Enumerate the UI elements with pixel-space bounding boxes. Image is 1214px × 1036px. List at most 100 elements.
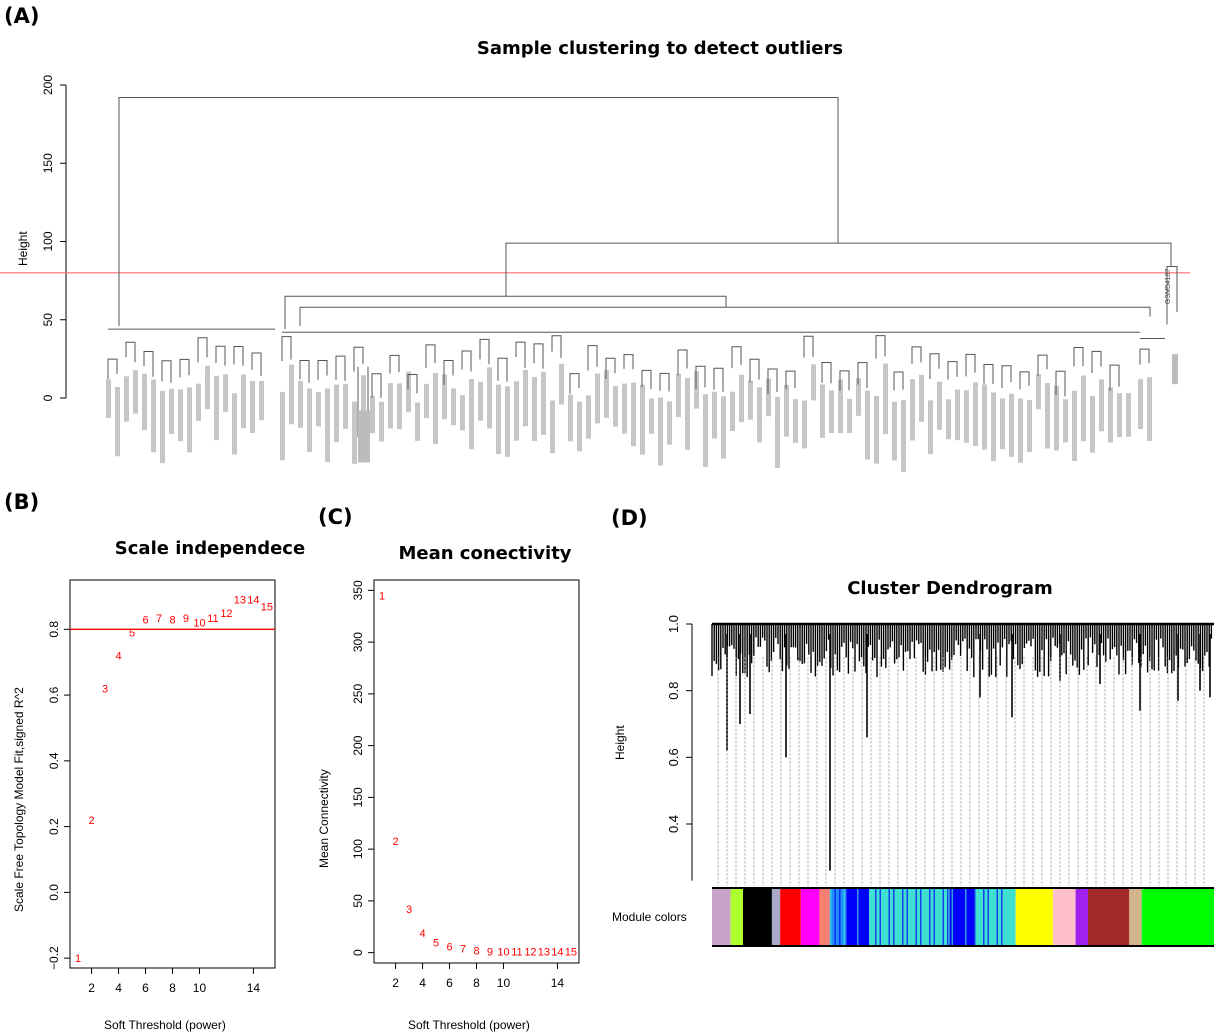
a-leaf-merge: [659, 372, 670, 392]
a-sample-label: [1027, 399, 1032, 452]
a-outlier-sample: GSM54187: [1165, 269, 1172, 305]
c-y-tick-label: 100: [351, 839, 365, 859]
a-sample-label: [397, 383, 402, 430]
c-point-label: 15: [565, 947, 577, 959]
a-leaf-merge: [749, 358, 760, 383]
panel-b-letter: (B): [4, 490, 40, 514]
b-point-label: 2: [89, 815, 95, 827]
d-module-stripe: [951, 888, 953, 946]
a-sample-label: [937, 381, 942, 430]
a-sample-label: [532, 377, 537, 442]
d-module-stripe: [974, 888, 976, 946]
c-point-label: 10: [497, 947, 509, 959]
b-point-label: 3: [102, 684, 108, 696]
a-sample-label: [658, 397, 663, 466]
a-sample-label: [604, 370, 609, 418]
a-sample-label: [1063, 399, 1068, 443]
b-x-tick-label: 8: [169, 981, 176, 995]
panel-c-letter: (C): [318, 505, 353, 529]
d-module-stripe: [983, 888, 985, 946]
a-leaf-merge: [197, 337, 208, 363]
d-module-stripe: [888, 888, 890, 946]
a-sample-label: [955, 389, 960, 441]
a-sample-label: [298, 380, 303, 428]
a-sample-label: [196, 383, 201, 421]
d-module-color-block: [730, 888, 743, 946]
c-point-label: 1: [379, 591, 385, 603]
a-leaf-merge: [641, 369, 652, 390]
d-module-stripe: [893, 888, 895, 946]
a-sample-label: [124, 376, 129, 422]
d-module-stripe: [897, 888, 899, 946]
a-sample-label: [514, 381, 519, 441]
a-sample-label: [847, 398, 852, 434]
a-sample-label: [766, 378, 771, 417]
a-sample-label: [667, 401, 672, 445]
b-y-tick-label: 0.2: [47, 818, 61, 835]
a-sample-label: [1126, 393, 1131, 437]
a-sample-label: [250, 380, 255, 433]
a-sample-label: [910, 379, 915, 441]
a-leaf-merge: [425, 344, 436, 368]
d-module-color-block: [771, 888, 781, 946]
d-module-stripe: [956, 888, 958, 946]
a-sample-label: [352, 401, 357, 464]
a-sample-label: [478, 381, 483, 421]
a-sample-label: [1000, 398, 1005, 450]
a-sample-label: [739, 374, 744, 423]
a-sample-label: [370, 395, 375, 434]
a-sample-label: [838, 379, 843, 434]
a-sample-label: [964, 390, 969, 443]
a-leaf-merge: [875, 335, 886, 359]
panel-a-title: Sample clustering to detect outliers: [476, 38, 844, 59]
c-point-label: 8: [473, 946, 479, 958]
b-point-label: 5: [129, 628, 135, 640]
b-point-label: 10: [193, 618, 205, 630]
a-leaf-merge: [299, 360, 310, 383]
c-y-tick-label: 150: [351, 787, 365, 807]
d-module-color-block: [869, 888, 950, 946]
a-leaf-merge: [893, 371, 904, 391]
a-sample-label: [259, 380, 264, 421]
a-sample-label: [451, 388, 456, 426]
d-module-stripe: [857, 888, 859, 946]
d-module-stripe: [879, 888, 881, 946]
a-sample-label: [622, 383, 627, 434]
a-sample-label: [748, 380, 753, 420]
a-sample-label: [106, 379, 111, 418]
a-sample-label: [946, 399, 951, 440]
b-y-tick-label: 0.6: [47, 686, 61, 703]
a-leaf-merge: [983, 364, 994, 385]
a-sample-label: [793, 399, 798, 443]
a-sample-label: [388, 383, 393, 429]
c-x-tick-label: 14: [551, 976, 565, 990]
a-leaf-merge: [251, 352, 262, 376]
d-module-color-block: [800, 888, 820, 946]
a-long-leaf-label: [358, 410, 370, 463]
a-sample-label: [1072, 390, 1077, 461]
a-sample-label: [541, 371, 546, 435]
a-leaf-merge: [335, 355, 346, 381]
a-y-tick-label: 50: [41, 313, 55, 327]
a-merge-high: [505, 242, 1172, 297]
d-module-stripe: [960, 888, 962, 946]
d-module-stripe: [969, 888, 971, 946]
a-leaf-merge: [497, 357, 508, 382]
a-leaf-merge: [125, 341, 136, 363]
d-module-stripe: [839, 888, 841, 946]
a-sample-label: [721, 396, 726, 459]
a-sample-label: [361, 375, 366, 443]
a-leaf-merge: [803, 335, 814, 358]
a-sample-label: [241, 374, 246, 429]
c-y-tick-label: 50: [351, 894, 365, 908]
d-module-stripe: [852, 888, 854, 946]
c-y-tick-label: 250: [351, 684, 365, 704]
d-module-stripe: [1005, 888, 1007, 946]
a-leaf-merge: [1109, 364, 1120, 391]
d-module-stripe: [830, 888, 832, 946]
d-module-stripe: [992, 888, 994, 946]
b-point-label: 11: [207, 613, 218, 625]
a-sample-label: [631, 382, 636, 447]
b-x-tick-label: 14: [247, 981, 261, 995]
a-leaf-merge: [389, 354, 400, 374]
